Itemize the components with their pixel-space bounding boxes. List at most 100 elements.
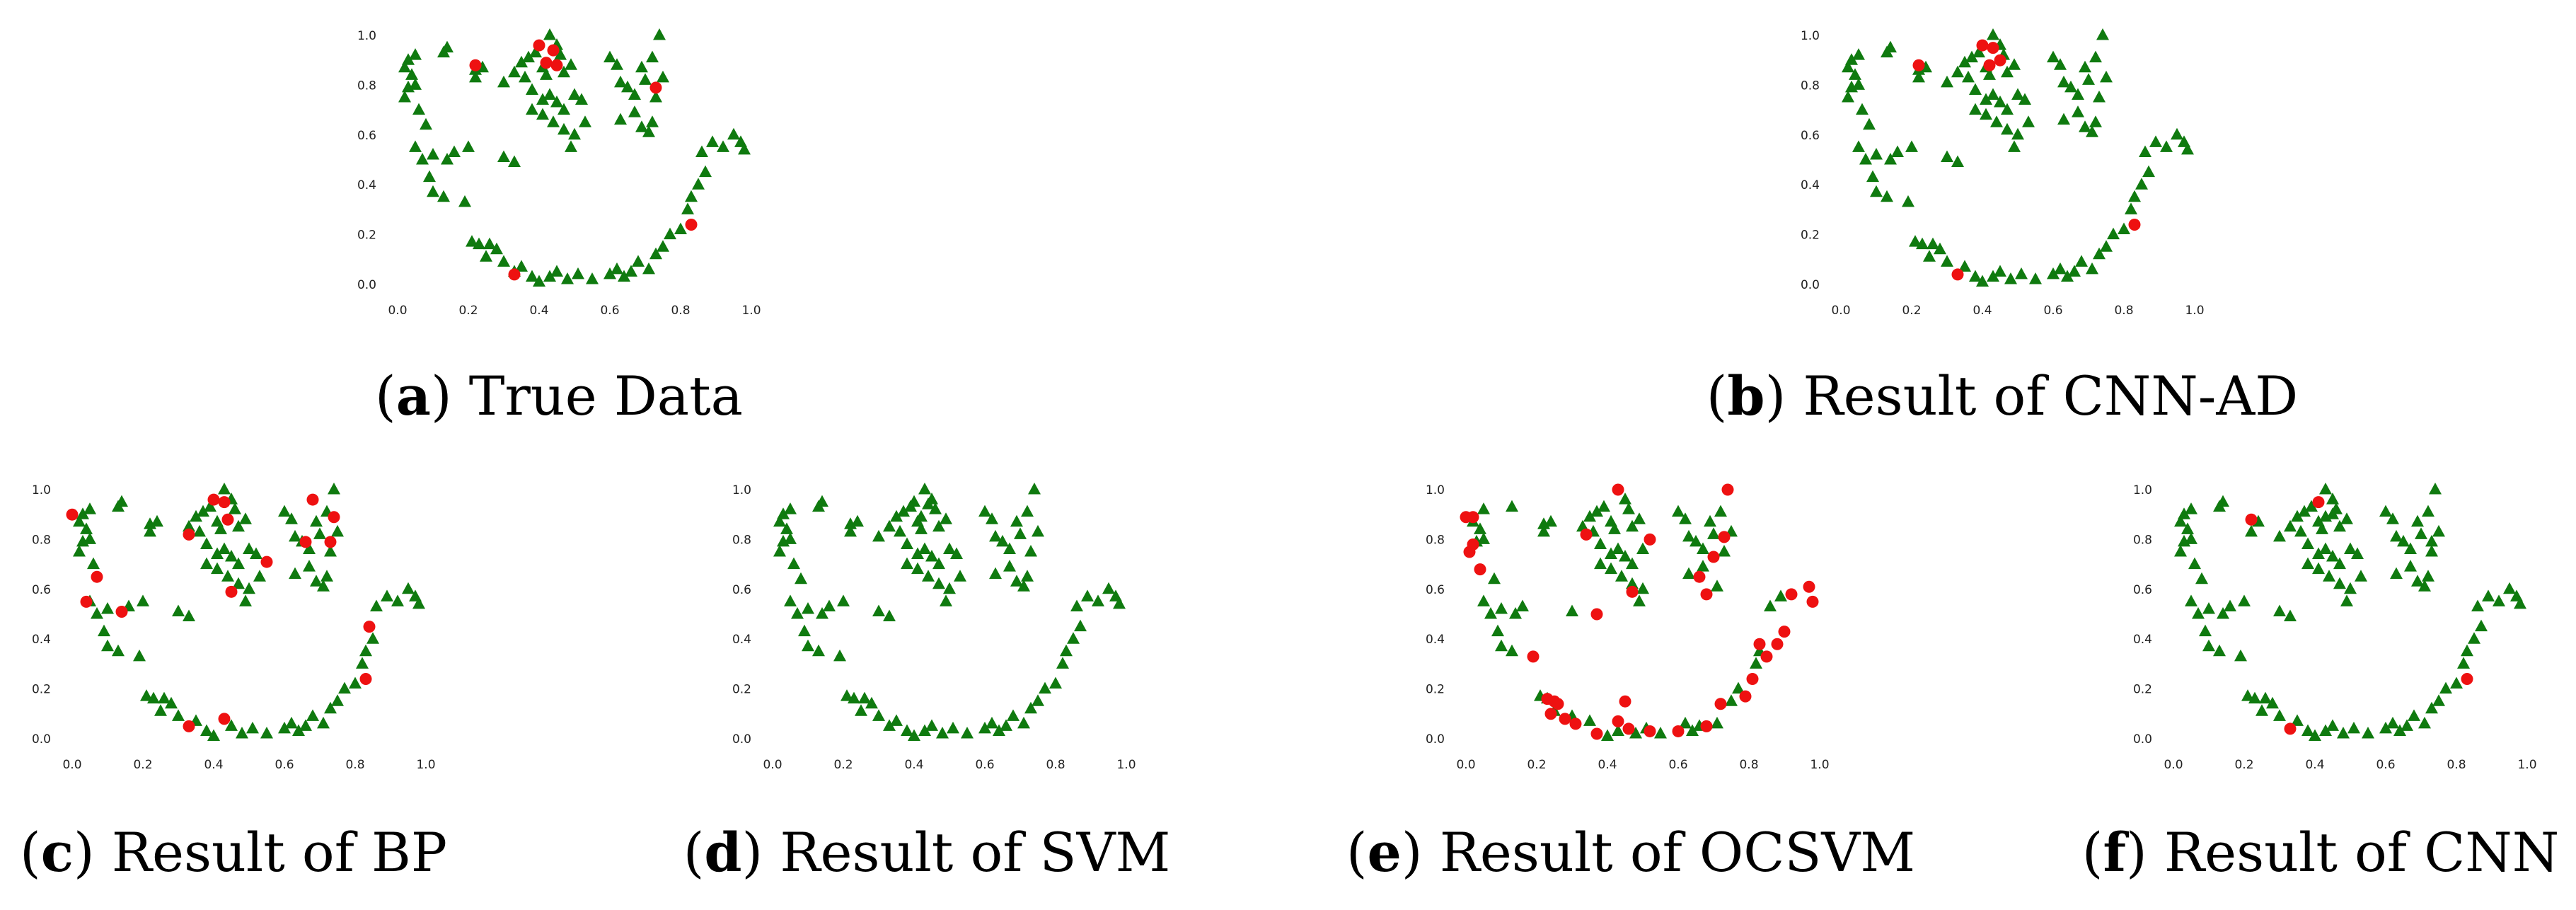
normal-point — [2057, 113, 2070, 125]
normal-point — [2347, 721, 2360, 734]
normal-point — [154, 704, 167, 716]
normal-point — [649, 247, 662, 260]
normal-point — [932, 577, 945, 589]
normal-point — [1718, 545, 1731, 557]
normal-point — [158, 691, 171, 704]
anomaly-point — [1806, 595, 1819, 608]
normal-point — [285, 512, 298, 524]
normal-point — [1583, 714, 1596, 726]
normal-point — [646, 115, 659, 127]
normal-point — [932, 557, 945, 570]
normal-point — [1891, 145, 1904, 157]
anomaly-point — [183, 720, 195, 732]
normal-point — [695, 145, 708, 157]
normal-point — [232, 557, 245, 570]
normal-point — [986, 512, 998, 524]
anomaly-point — [115, 605, 128, 618]
normal-point — [883, 519, 896, 532]
normal-point — [2457, 657, 2470, 669]
normal-point — [405, 68, 418, 80]
normal-point — [2305, 500, 2318, 512]
y-tick-label: 0.2 — [2133, 683, 2152, 697]
normal-point — [943, 542, 956, 554]
normal-point — [2450, 676, 2463, 689]
normal-point — [536, 93, 549, 105]
normal-point — [2404, 542, 2417, 554]
normal-point — [773, 545, 786, 557]
normal-point — [2224, 599, 2236, 611]
normal-point — [784, 594, 797, 606]
normal-point — [480, 250, 492, 262]
normal-point — [565, 140, 577, 152]
normal-point — [2344, 542, 2357, 554]
normal-point — [2029, 272, 2042, 284]
normal-point — [1845, 80, 1858, 93]
normal-point — [303, 560, 316, 572]
normal-point — [2326, 719, 2339, 731]
normal-point — [225, 719, 238, 731]
normal-point — [2185, 502, 2197, 514]
normal-point — [253, 570, 266, 582]
normal-point — [816, 495, 828, 507]
normal-point — [412, 103, 425, 115]
normal-point — [73, 545, 86, 557]
normal-point — [1070, 599, 1083, 611]
normal-point — [1003, 560, 1016, 572]
normal-point — [292, 724, 305, 736]
normal-point — [2355, 570, 2367, 582]
normal-point — [642, 125, 655, 137]
normal-point — [989, 529, 1002, 542]
normal-point — [526, 103, 538, 115]
normal-point — [802, 639, 814, 652]
normal-point — [1622, 502, 1635, 514]
x-tick-label: 0.6 — [600, 304, 619, 318]
normal-point — [2390, 567, 2403, 580]
normal-point — [1049, 676, 1062, 689]
normal-point — [932, 519, 945, 532]
normal-point — [1987, 270, 1999, 282]
normal-point — [1615, 570, 1628, 582]
normal-point — [2411, 575, 2424, 587]
normal-point — [1725, 694, 1738, 706]
x-tick-label: 1.0 — [741, 304, 761, 318]
normal-point — [2284, 609, 2297, 622]
anomaly-point — [1987, 42, 1999, 54]
normal-point — [1024, 545, 1037, 557]
y-tick-label: 1.0 — [732, 483, 751, 497]
normal-point — [1017, 580, 1030, 592]
caption-b: (b) Result of CNN-AD — [1706, 364, 2299, 427]
normal-point — [918, 483, 931, 495]
normal-point — [1017, 716, 1030, 729]
x-tick-label: 0.0 — [1456, 758, 1475, 772]
normal-point — [1990, 115, 2003, 127]
normal-point — [940, 594, 952, 606]
normal-point — [515, 55, 528, 68]
normal-point — [1852, 48, 1865, 60]
normal-point — [918, 724, 931, 736]
normal-point — [657, 240, 669, 252]
y-tick-label: 0.4 — [732, 633, 751, 647]
anomaly-point — [1559, 713, 1571, 725]
normal-point — [1965, 50, 1978, 63]
normal-point — [285, 716, 298, 729]
normal-point — [2503, 582, 2516, 594]
normal-point — [2468, 632, 2480, 644]
normal-point — [738, 142, 751, 155]
x-tick-label: 0.0 — [1831, 304, 1850, 318]
normal-point — [897, 505, 910, 517]
y-tick-label: 0.4 — [32, 633, 51, 647]
y-tick-label: 0.2 — [1801, 229, 1820, 243]
normal-point — [2393, 724, 2406, 736]
normal-point — [2238, 594, 2251, 606]
normal-point — [908, 495, 920, 507]
x-tick-label: 0.2 — [2234, 758, 2253, 772]
normal-point — [356, 657, 369, 669]
normal-point — [76, 534, 89, 547]
normal-point — [2259, 691, 2272, 704]
y-tick-label: 0.2 — [732, 683, 751, 697]
anomaly-point — [363, 621, 376, 633]
normal-point — [872, 709, 885, 721]
normal-point — [890, 714, 903, 726]
normal-point — [978, 505, 991, 517]
normal-point — [2018, 93, 2031, 105]
